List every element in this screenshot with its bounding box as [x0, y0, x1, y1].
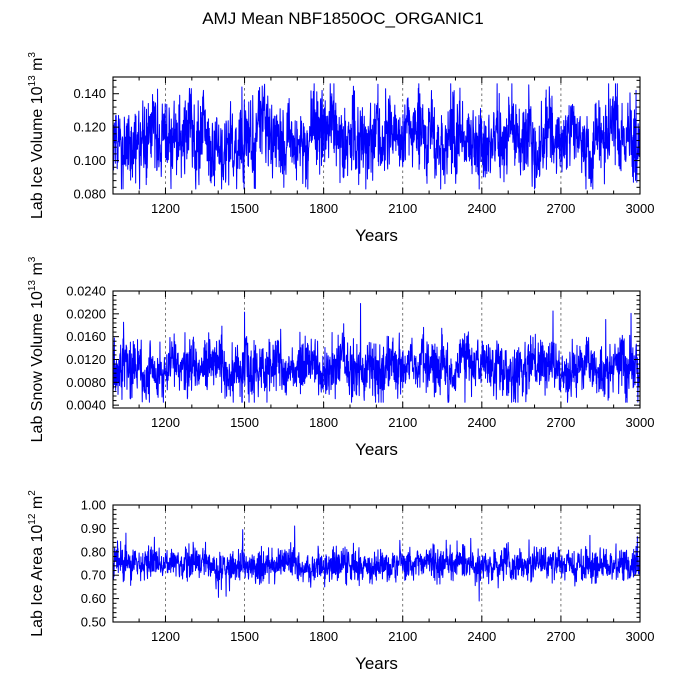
x-tick-label: 2100	[388, 629, 417, 644]
x-tick-label: 1500	[230, 201, 259, 216]
y-tick-label: 0.100	[73, 153, 106, 168]
x-tick-label: 1800	[309, 201, 338, 216]
x-tick-label: 3000	[626, 629, 655, 644]
x-tick-label: 1500	[230, 415, 259, 430]
x-tick-label: 2700	[546, 629, 575, 644]
figure-title: AMJ Mean NBF1850OC_ORGANIC1	[202, 9, 484, 28]
panels: 1200 1500 1800 2100 2400 2700 3000 0.080 0.100 0.…	[27, 52, 654, 673]
y-axis-title: Lab Ice Volume 1013 m3	[27, 52, 46, 219]
series-line	[112, 83, 641, 190]
panel-ice-volume: 1200 1500 1800 2100 2400 2700 3000 0.080 0.100 0.…	[27, 52, 654, 245]
x-tick-label: 2400	[467, 201, 496, 216]
panel-ice-area: 1200 1500 1800 2100 2400 2700 3000 0.50 0.60 0.70…	[27, 490, 654, 673]
y-tick-label: 0.140	[73, 86, 106, 101]
y-tick-label: 0.70	[81, 568, 106, 583]
x-tick-label: 1500	[230, 629, 259, 644]
x-axis-title: Years	[355, 226, 398, 245]
y-tick-label: 0.0200	[66, 306, 106, 321]
y-tick-label: 0.0160	[66, 329, 106, 344]
y-tick-label: 0.0080	[66, 375, 106, 390]
x-tick-label: 3000	[626, 415, 655, 430]
series-line	[112, 525, 641, 602]
x-tick-label: 2100	[388, 201, 417, 216]
x-tick-label: 2100	[388, 415, 417, 430]
y-tick-label: 0.90	[81, 521, 106, 536]
y-tick-label: 1.00	[81, 498, 106, 513]
x-axis-title: Years	[355, 654, 398, 673]
series-line	[112, 303, 641, 403]
y-tick-label: 0.50	[81, 615, 106, 630]
y-tick-label: 0.0120	[66, 352, 106, 367]
x-tick-label: 1200	[151, 415, 180, 430]
y-axis-title: Lab Snow Volume 1013 m3	[27, 256, 46, 442]
y-tick-label: 0.0040	[66, 398, 106, 413]
x-tick-label: 1200	[151, 629, 180, 644]
x-tick-label: 2400	[467, 415, 496, 430]
y-tick-label: 0.080	[73, 187, 106, 202]
y-tick-label: 0.120	[73, 120, 106, 135]
y-tick-label: 0.0240	[66, 284, 106, 299]
y-tick-label: 0.80	[81, 544, 106, 559]
y-tick-label: 0.60	[81, 591, 106, 606]
panel-snow-volume: 1200 1500 1800 2100 2400 2700 3000 0.0040 0.0080…	[27, 256, 654, 459]
x-tick-label: 3000	[626, 201, 655, 216]
x-axis-title: Years	[355, 440, 398, 459]
x-tick-label: 1200	[151, 201, 180, 216]
x-tick-label: 1800	[309, 415, 338, 430]
x-tick-label: 2700	[546, 201, 575, 216]
x-tick-label: 1800	[309, 629, 338, 644]
y-axis-title: Lab Ice Area 1012 m2	[27, 490, 46, 637]
x-tick-label: 2400	[467, 629, 496, 644]
x-tick-label: 2700	[546, 415, 575, 430]
